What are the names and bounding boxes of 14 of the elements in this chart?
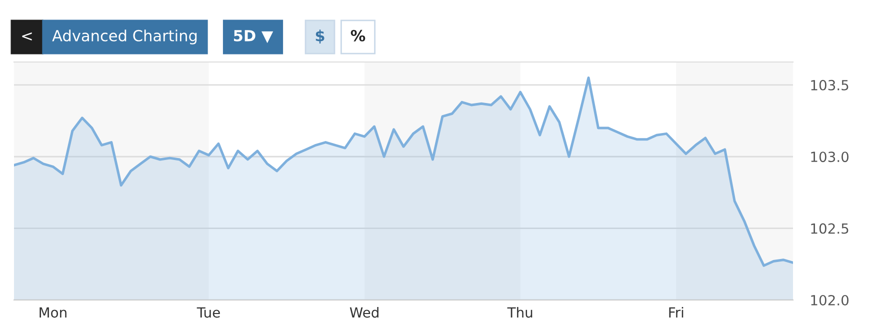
x-tick-label: Wed xyxy=(350,306,378,318)
y-tick-label: 102.0 xyxy=(811,294,849,306)
x-tick-label: Thu xyxy=(507,306,532,318)
x-tick-label: Mon xyxy=(40,307,66,318)
y-tick-label: 102.5 xyxy=(811,223,848,234)
text: $ xyxy=(316,30,324,44)
text: 5D ▼ xyxy=(234,30,274,44)
y-tick-label: 103.5 xyxy=(811,80,848,90)
text: Advanced Charting xyxy=(52,30,197,44)
text: < xyxy=(22,32,32,41)
x-tick-label: Fri xyxy=(669,306,684,318)
y-tick-label: 103.0 xyxy=(811,152,849,162)
x-tick-label: Tue xyxy=(196,307,220,318)
text: % xyxy=(350,30,366,42)
